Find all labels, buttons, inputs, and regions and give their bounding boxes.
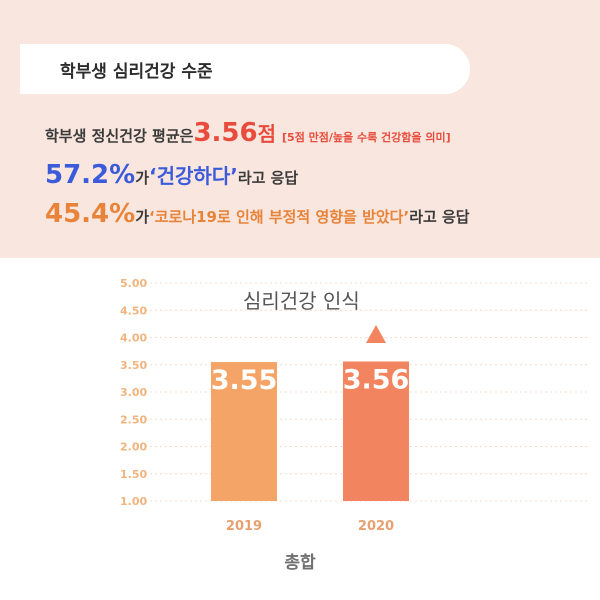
average-unit: 점 — [257, 122, 277, 146]
y-tick-label: 4.00 — [120, 332, 147, 345]
healthy-particle: 가 — [135, 169, 150, 187]
y-tick-label: 3.50 — [120, 359, 147, 372]
bar-value-label: 3.55 — [211, 365, 278, 396]
y-tick-label: 5.00 — [120, 277, 147, 290]
up-arrow-icon — [366, 325, 386, 343]
x-tick-label: 2020 — [358, 519, 394, 534]
healthy-suffix: 라고 응답 — [237, 169, 299, 187]
chart-title: 심리건강 인식 — [243, 289, 360, 313]
bar-2019 — [211, 362, 277, 501]
y-tick-label: 4.50 — [120, 304, 147, 317]
x-axis-label: 총합 — [284, 553, 316, 573]
bar-chart: 5.00 4.50 4.00 3.50 3.00 2.50 2.00 1.50 1.00 3.55… — [0, 258, 600, 600]
summary-line-average: 학부생 정신건강 평균은 3.56 점 [5점 만점/높을 수록 건강함을 의미… — [45, 118, 451, 148]
summary-line-healthy: 57.2% 가 ‘건강하다’ 라고 응답 — [45, 160, 298, 190]
covid-particle: 가 — [135, 208, 150, 226]
y-tick-label: 1.00 — [120, 495, 147, 508]
section-title-text: 학부생 심리건강 수준 — [60, 61, 213, 82]
average-prefix: 학부생 정신건강 평균은 — [45, 127, 194, 145]
average-value: 3.56 — [193, 118, 258, 148]
summary-line-covid: 45.4% 가 ‘코로나19로 인해 부정적 영향을 받았다’ 라고 응답 — [45, 199, 470, 229]
y-tick-label: 1.50 — [120, 468, 147, 481]
bar-value-label: 3.56 — [343, 364, 410, 395]
average-note: [5점 만점/높을 수록 건강함을 의미] — [282, 131, 451, 144]
healthy-percent: 57.2% — [45, 160, 136, 190]
y-tick-label: 2.50 — [120, 413, 147, 426]
bar-2020 — [343, 361, 409, 501]
chart-svg: 5.00 4.50 4.00 3.50 3.00 2.50 2.00 1.50 1.00 3.55… — [120, 277, 590, 534]
healthy-quote: ‘건강하다’ — [149, 164, 238, 188]
covid-percent: 45.4% — [45, 199, 136, 229]
covid-quote: ‘코로나19로 인해 부정적 영향을 받았다’ — [149, 208, 410, 226]
covid-suffix: 라고 응답 — [409, 208, 470, 226]
section-title: 학부생 심리건강 수준 — [20, 44, 470, 94]
summary-band — [0, 0, 600, 258]
y-tick-label: 3.00 — [120, 386, 147, 399]
y-tick-label: 2.00 — [120, 441, 147, 454]
x-tick-label: 2019 — [226, 519, 262, 534]
